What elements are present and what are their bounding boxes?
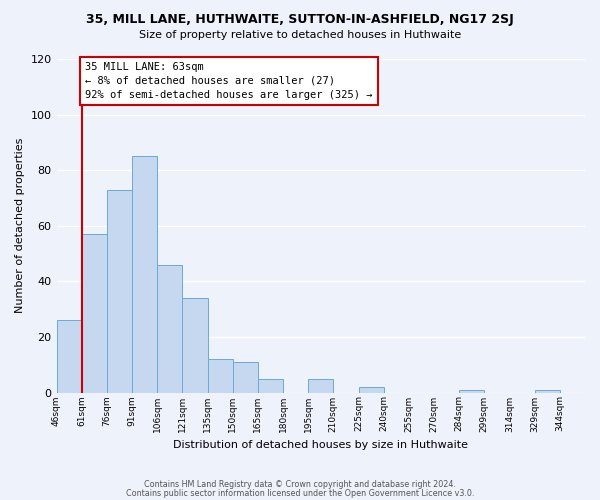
- Bar: [233, 362, 258, 392]
- Text: 35 MILL LANE: 63sqm
← 8% of detached houses are smaller (27)
92% of semi-detache: 35 MILL LANE: 63sqm ← 8% of detached hou…: [85, 62, 373, 100]
- Bar: [56, 320, 82, 392]
- Bar: [359, 387, 383, 392]
- Text: Contains HM Land Registry data © Crown copyright and database right 2024.: Contains HM Land Registry data © Crown c…: [144, 480, 456, 489]
- Text: Contains public sector information licensed under the Open Government Licence v3: Contains public sector information licen…: [126, 489, 474, 498]
- Bar: [535, 390, 560, 392]
- Bar: [459, 390, 484, 392]
- Bar: [107, 190, 132, 392]
- Bar: [208, 359, 233, 392]
- Text: 35, MILL LANE, HUTHWAITE, SUTTON-IN-ASHFIELD, NG17 2SJ: 35, MILL LANE, HUTHWAITE, SUTTON-IN-ASHF…: [86, 12, 514, 26]
- Text: Size of property relative to detached houses in Huthwaite: Size of property relative to detached ho…: [139, 30, 461, 40]
- Bar: [308, 378, 334, 392]
- Bar: [132, 156, 157, 392]
- X-axis label: Distribution of detached houses by size in Huthwaite: Distribution of detached houses by size …: [173, 440, 468, 450]
- Bar: [157, 264, 182, 392]
- Bar: [258, 378, 283, 392]
- Bar: [82, 234, 107, 392]
- Y-axis label: Number of detached properties: Number of detached properties: [15, 138, 25, 314]
- Bar: [182, 298, 208, 392]
